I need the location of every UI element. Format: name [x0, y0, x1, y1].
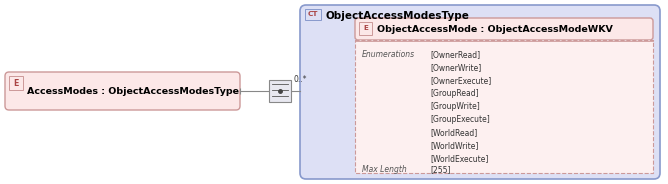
FancyBboxPatch shape: [300, 5, 660, 179]
Text: [OwnerExecute]: [OwnerExecute]: [430, 76, 491, 85]
Text: [OwnerWrite]: [OwnerWrite]: [430, 63, 481, 72]
Text: [WorldRead]: [WorldRead]: [430, 128, 477, 137]
Text: ObjectAccessMode : ObjectAccessModeWKV: ObjectAccessMode : ObjectAccessModeWKV: [377, 24, 613, 33]
Text: [GroupExecute]: [GroupExecute]: [430, 115, 490, 124]
FancyBboxPatch shape: [5, 72, 240, 110]
Bar: [359, 22, 372, 35]
Text: CT: CT: [308, 11, 318, 17]
Bar: [269, 80, 291, 102]
Text: E: E: [363, 26, 368, 31]
FancyBboxPatch shape: [355, 18, 653, 40]
Bar: [9, 76, 23, 90]
Bar: [355, 40, 653, 173]
Text: ObjectAccessModesType: ObjectAccessModesType: [325, 11, 469, 21]
Text: [GroupWrite]: [GroupWrite]: [430, 102, 480, 111]
Text: E: E: [13, 79, 19, 88]
Bar: [305, 9, 321, 20]
Text: [255]: [255]: [430, 165, 450, 174]
Text: Enumerations: Enumerations: [362, 50, 415, 59]
Text: AccessModes : ObjectAccessModesType: AccessModes : ObjectAccessModesType: [27, 86, 239, 95]
Text: [OwnerRead]: [OwnerRead]: [430, 50, 480, 59]
Text: Max Length: Max Length: [362, 165, 407, 174]
Text: [WorldExecute]: [WorldExecute]: [430, 154, 488, 163]
Text: [WorldWrite]: [WorldWrite]: [430, 141, 478, 150]
Text: 0..*: 0..*: [294, 75, 307, 84]
Text: [GroupRead]: [GroupRead]: [430, 89, 479, 98]
